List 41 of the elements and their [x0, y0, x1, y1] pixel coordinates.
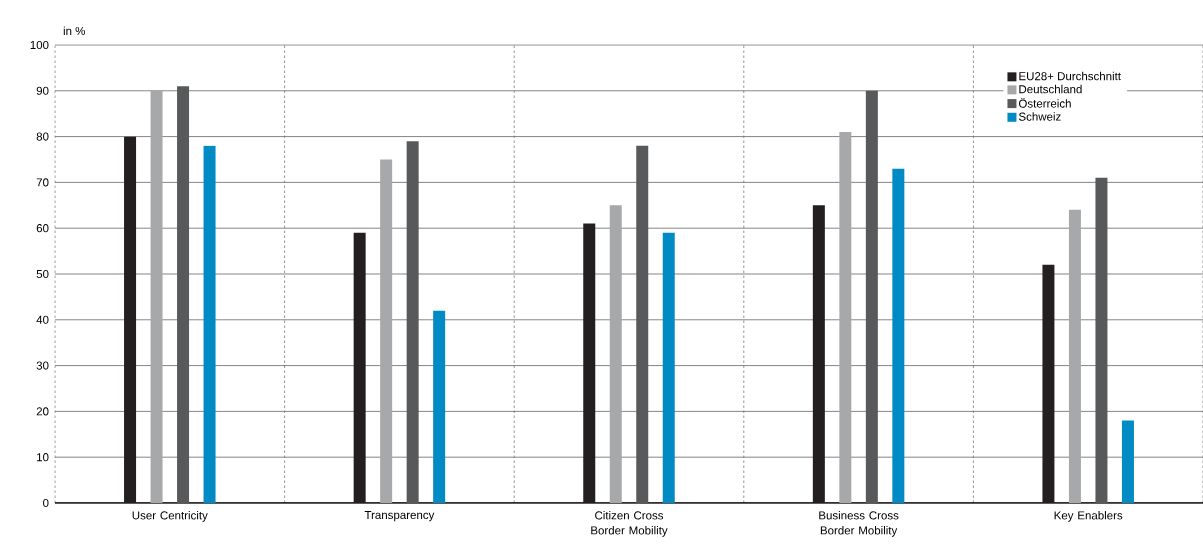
x-tick-label: User Centricity	[132, 511, 208, 522]
x-tick-label: Business Cross Border Mobility	[819, 511, 899, 537]
bar	[433, 310, 446, 503]
y-tick-label: 100	[30, 40, 49, 50]
y-axis-title: in %	[63, 26, 85, 35]
bar	[124, 136, 137, 503]
bar	[892, 168, 905, 503]
bar	[203, 145, 216, 503]
x-tick-label: Transparency	[364, 511, 435, 522]
legend-label: Schweiz	[1018, 112, 1061, 121]
bar	[865, 90, 878, 503]
x-tick-label: Citizen Cross Border Mobility	[591, 511, 668, 537]
bar	[583, 223, 596, 503]
y-tick-label: 0	[43, 498, 49, 508]
legend-label: Österreich	[1019, 97, 1071, 108]
x-tick-label: Key Enablers	[1054, 511, 1123, 522]
y-tick-label: 80	[36, 132, 49, 141]
bar	[380, 159, 393, 503]
y-tick-label: 10	[37, 453, 49, 462]
bar	[353, 232, 366, 503]
y-tick-label: 30	[36, 361, 49, 370]
bar	[1095, 177, 1108, 503]
bar	[1121, 420, 1134, 503]
y-tick-label: 70	[36, 178, 49, 187]
bar	[406, 141, 419, 503]
y-tick-label: 90	[36, 86, 49, 95]
bar	[636, 145, 649, 503]
bar	[609, 205, 622, 503]
bar	[662, 232, 675, 503]
y-tick-label: 20	[36, 407, 49, 416]
bar	[150, 90, 163, 503]
legend-label: Deutschland	[1019, 84, 1082, 94]
bar	[177, 86, 190, 503]
bar	[1042, 264, 1055, 503]
bar	[839, 132, 852, 503]
y-tick-label: 60	[36, 224, 49, 233]
y-tick-label: 40	[36, 315, 49, 324]
bar	[1068, 209, 1081, 503]
bar	[812, 205, 825, 503]
legend-label: EU28+ Durchschnitt	[1019, 71, 1121, 81]
y-tick-label: 50	[36, 269, 49, 279]
